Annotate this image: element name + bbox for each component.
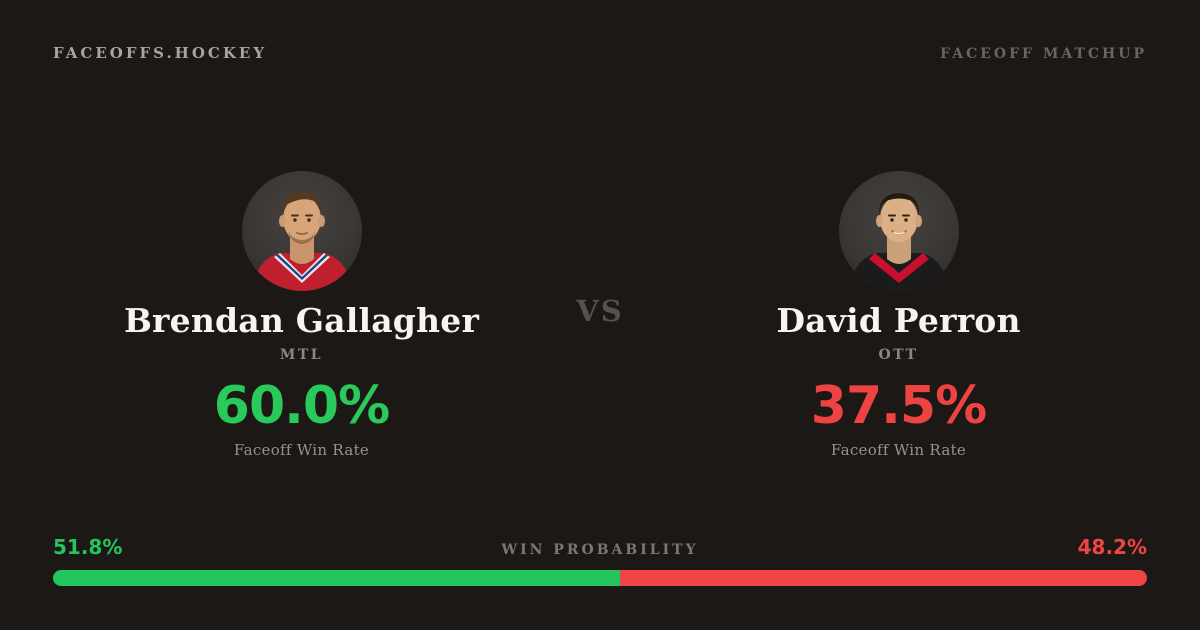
player-headshot-icon (848, 193, 949, 291)
win-probability-title: WIN PROBABILITY (501, 542, 699, 558)
win-probability-bar (53, 570, 1147, 586)
player-card-left: Brendan Gallagher MTL 60.0% Faceoff Win … (53, 171, 550, 459)
faceoff-win-rate-label-left: Faceoff Win Rate (233, 441, 370, 459)
page-label: FACEOFF MATCHUP (940, 46, 1147, 62)
player-avatar-right (838, 171, 959, 291)
matchup-section: Brendan Gallagher MTL 60.0% Faceoff Win … (53, 171, 1147, 459)
faceoff-win-rate-label-right: Faceoff Win Rate (830, 441, 967, 459)
win-probability-bar-left-segment (53, 570, 620, 586)
vs-label: VS (576, 294, 624, 328)
faceoff-win-rate-right: 37.5% (810, 376, 987, 436)
win-probability-left-value: 51.8% (53, 535, 123, 559)
win-probability-bar-right-segment (619, 570, 1147, 586)
player-avatar-left (241, 171, 362, 291)
faceoff-win-rate-left: 60.0% (213, 376, 390, 436)
brand-logo: FACEOFFS.HOCKEY (53, 44, 268, 62)
win-probability-labels: 51.8% WIN PROBABILITY 48.2% (53, 535, 1147, 559)
player-name-right: David Perron (776, 301, 1021, 340)
win-probability-section: 51.8% WIN PROBABILITY 48.2% (53, 535, 1147, 586)
win-probability-right-value: 48.2% (1077, 535, 1147, 559)
player-team-right: OTT (878, 347, 919, 363)
player-team-left: MTL (279, 347, 324, 363)
player-name-left: Brendan Gallagher (123, 301, 480, 340)
player-headshot-icon (251, 192, 352, 291)
player-card-right: David Perron OTT 37.5% Faceoff Win Rate (650, 171, 1147, 459)
header: FACEOFFS.HOCKEY FACEOFF MATCHUP (53, 44, 1147, 62)
